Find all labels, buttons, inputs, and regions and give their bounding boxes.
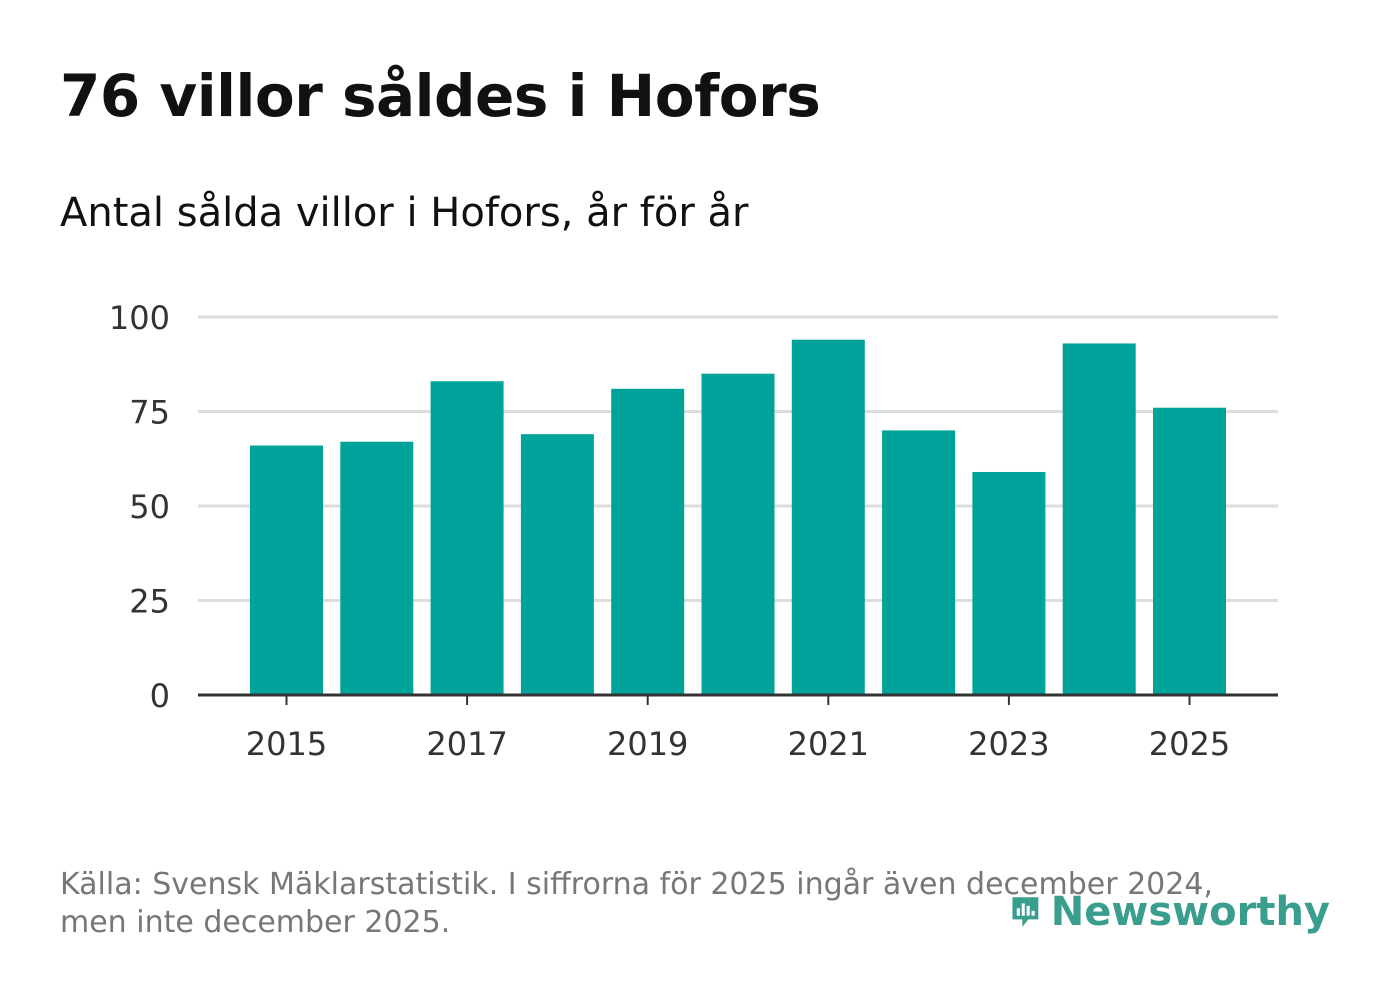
y-axis-ticks: 0 25 50 75 100 <box>109 299 170 715</box>
x-tick-label: 2025 <box>1149 725 1230 763</box>
y-tick-label: 100 <box>109 299 170 337</box>
bar-2024 <box>1062 343 1136 695</box>
y-tick-label: 0 <box>150 677 170 715</box>
bar-2019 <box>611 388 685 695</box>
x-tick-label: 2015 <box>246 725 327 763</box>
bar-2023 <box>972 471 1046 695</box>
source-note: Källa: Svensk Mäklarstatistik. I siffror… <box>60 867 1213 940</box>
chart-title: 76 villor såldes i Hofors <box>60 62 821 130</box>
newsworthy-logo: Newsworthy <box>1010 880 1330 944</box>
bar-2022 <box>882 430 956 695</box>
bar-2016 <box>340 441 414 695</box>
bar-2017 <box>430 381 504 695</box>
y-tick-label: 25 <box>129 583 170 621</box>
x-tick-label: 2023 <box>968 725 1049 763</box>
x-tick-label: 2019 <box>607 725 688 763</box>
y-tick-label: 50 <box>129 488 170 526</box>
x-tick-label: 2017 <box>426 725 507 763</box>
bar-2020 <box>701 373 775 695</box>
bar-2025 <box>1153 407 1227 695</box>
x-tick-label: 2021 <box>788 725 869 763</box>
bar-2021 <box>791 339 865 695</box>
chart-subtitle: Antal sålda villor i Hofors, år för år <box>60 190 749 236</box>
y-tick-label: 75 <box>129 394 170 432</box>
newsworthy-logo-icon <box>1012 897 1039 927</box>
bar-2015 <box>249 445 323 695</box>
newsworthy-logo-text: Newsworthy <box>1050 889 1330 935</box>
bar-chart: 0 25 50 75 100 2015 2017 2019 2021 2023 2025 <box>109 299 1278 763</box>
bar-2018 <box>520 434 594 695</box>
x-axis-ticks: 2015 2017 2019 2021 2023 2025 <box>246 695 1230 763</box>
bars <box>249 339 1227 695</box>
